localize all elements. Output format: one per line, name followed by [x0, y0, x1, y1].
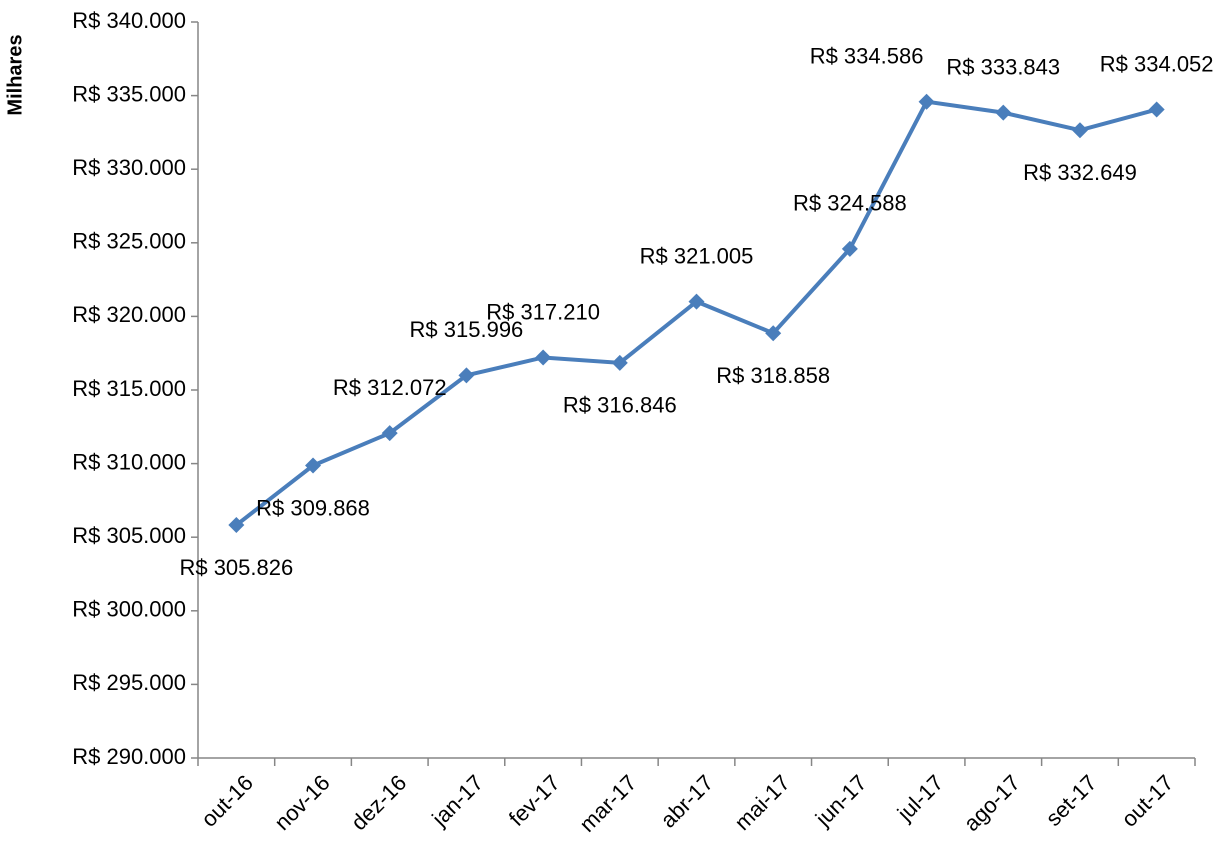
- y-tick-label: R$ 325.000: [72, 229, 186, 254]
- y-tick-label: R$ 305.000: [72, 523, 186, 548]
- marker: [611, 354, 628, 371]
- line: [235, 99, 1158, 527]
- marker: [535, 349, 552, 366]
- y-axis-label: Milhares: [4, 34, 26, 115]
- data-label: R$ 334.052: [1100, 51, 1214, 76]
- data-label: R$ 305.826: [179, 555, 293, 580]
- marker: [995, 104, 1012, 121]
- marker: [228, 517, 245, 534]
- marker: [765, 325, 782, 342]
- data-label: R$ 332.649: [1023, 160, 1137, 185]
- y-tick-label: R$ 330.000: [72, 155, 186, 180]
- data-label: R$ 312.072: [333, 375, 447, 400]
- data-label: R$ 315.996: [410, 317, 524, 342]
- x-tick-label: jul-17: [892, 770, 948, 826]
- y-tick-label: R$ 320.000: [72, 302, 186, 327]
- y-tick-label: R$ 310.000: [72, 449, 186, 474]
- x-tick-label: nov-16: [269, 770, 334, 835]
- data-label: R$ 318.858: [716, 363, 830, 388]
- marker: [688, 293, 705, 310]
- data-label: R$ 324.588: [793, 191, 907, 216]
- marker: [381, 425, 398, 442]
- x-tick-label: ago-17: [959, 770, 1025, 836]
- data-label: R$ 309.868: [256, 495, 370, 520]
- x-tick-label: out-16: [196, 770, 258, 832]
- x-tick-label: jan-17: [426, 770, 488, 832]
- x-tick-label: dez-16: [346, 770, 411, 835]
- data-label: R$ 321.005: [640, 243, 754, 268]
- data-label: R$ 333.843: [946, 54, 1060, 79]
- x-tick-label: mar-17: [574, 770, 641, 837]
- y-tick-label: R$ 295.000: [72, 670, 186, 695]
- marker: [458, 367, 475, 384]
- marker: [918, 93, 935, 110]
- x-tick-label: abr-17: [656, 770, 719, 833]
- y-tick-label: R$ 290.000: [72, 744, 186, 769]
- y-tick-label: R$ 315.000: [72, 376, 186, 401]
- data-label: R$ 316.846: [563, 393, 677, 418]
- marker: [841, 240, 858, 257]
- x-tick-label: jun-17: [810, 770, 872, 832]
- marker: [1148, 101, 1165, 118]
- x-tick-label: out-17: [1117, 770, 1179, 832]
- x-tick-label: mai-17: [730, 770, 795, 835]
- marker: [1071, 122, 1088, 139]
- marker: [305, 457, 322, 474]
- y-tick-label: R$ 335.000: [72, 81, 186, 106]
- data-label: R$ 334.586: [810, 44, 924, 69]
- y-tick-label: R$ 340.000: [72, 8, 186, 33]
- x-tick-label: set-17: [1041, 770, 1102, 831]
- data-label: R$ 317.210: [486, 299, 600, 324]
- y-tick-label: R$ 300.000: [72, 597, 186, 622]
- x-tick-label: fev-17: [504, 770, 565, 831]
